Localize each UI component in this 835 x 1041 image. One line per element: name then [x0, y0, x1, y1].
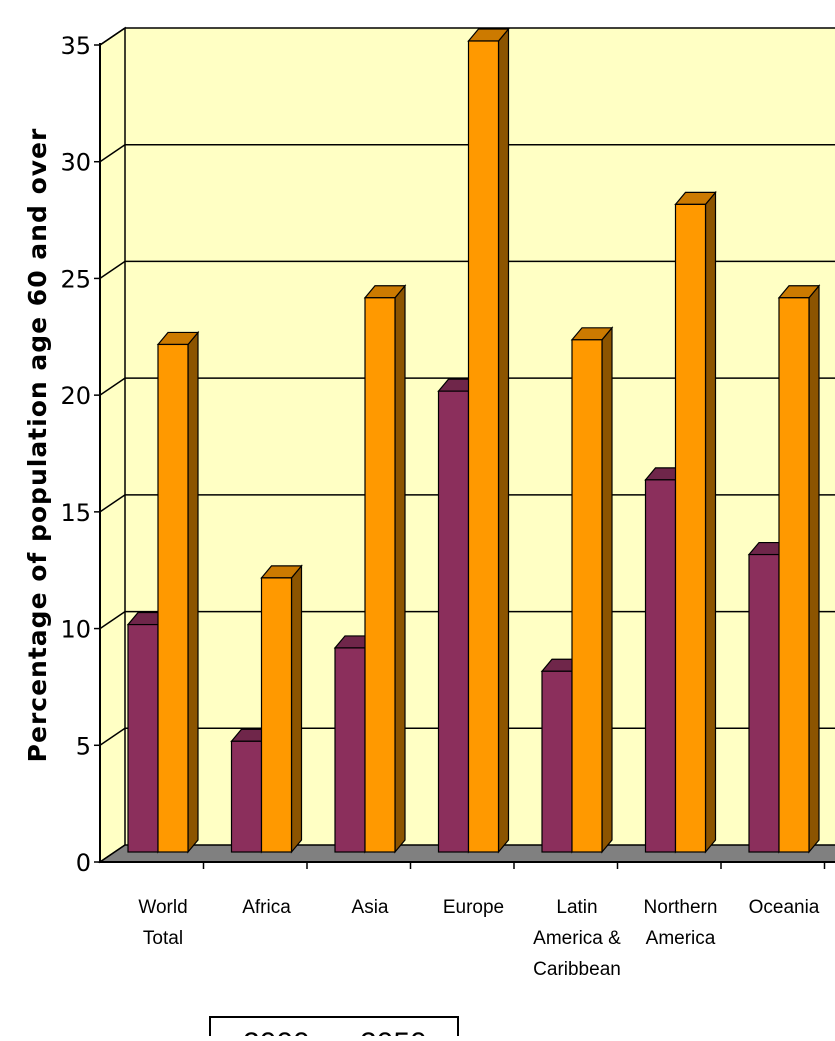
x-category-labels: World Total Africa Asia Europe Latin America &… — [138, 897, 819, 980]
gridline-side — [99, 377, 126, 396]
x-category-label: World — [138, 897, 187, 918]
legend: 2000 2050 — [209, 1016, 459, 1041]
bar-2000 — [127, 623, 159, 853]
x-category-label: Asia — [352, 897, 389, 918]
bar-2050 — [467, 40, 500, 853]
bar-2050 — [157, 343, 189, 853]
bar-side — [394, 284, 406, 854]
x-category-label: Caribbean — [533, 959, 621, 980]
bar-side — [601, 326, 613, 854]
gridline-side — [99, 610, 126, 630]
gridline-side — [99, 260, 126, 280]
bar-side — [497, 27, 510, 854]
bar-2050 — [674, 203, 707, 853]
y-tick-label: 0 — [76, 849, 91, 877]
bar-side — [704, 190, 717, 854]
gridline-side — [99, 144, 126, 163]
y-tick-label: 10 — [60, 616, 91, 644]
gridline-side — [99, 27, 126, 46]
y-tick-label: 5 — [76, 732, 91, 760]
x-category-label: Oceania — [749, 897, 820, 918]
legend-label-2000: 2000 — [243, 1027, 310, 1036]
x-category-label: Latin — [556, 897, 597, 918]
y-tick-label: 30 — [60, 149, 91, 177]
y-tick-label: 20 — [60, 382, 91, 410]
y-tick-label: 15 — [60, 499, 91, 527]
y-tick-labels: 0 5 10 15 20 25 30 35 — [60, 32, 91, 877]
bar-2000 — [437, 390, 470, 853]
bar-side — [187, 330, 199, 854]
bar-2000 — [644, 479, 677, 853]
x-category-label: Europe — [443, 897, 504, 918]
gridline-side — [99, 494, 126, 513]
x-category-label: Northern — [644, 897, 718, 918]
bar-side — [808, 284, 820, 854]
bar-2000 — [230, 740, 263, 853]
gridline-side — [99, 727, 126, 746]
axes — [94, 43, 835, 869]
bar-2050 — [364, 297, 396, 853]
bar-2050 — [260, 577, 293, 853]
y-tick-label: 35 — [60, 32, 91, 60]
bar-2000 — [748, 553, 780, 853]
bar-side — [290, 564, 303, 854]
x-category-label: Africa — [242, 897, 291, 918]
x-category-label: Total — [143, 928, 183, 949]
bar-2000 — [541, 670, 573, 853]
x-category-label: America & — [533, 928, 621, 949]
x-category-label: America — [646, 928, 716, 949]
y-tick-label: 25 — [60, 265, 91, 293]
y-axis-label: Percentage of population age 60 and over — [23, 128, 52, 763]
bar-2050 — [778, 297, 810, 853]
bars — [126, 27, 821, 854]
bar-2050 — [571, 339, 603, 853]
bar-2000 — [334, 647, 366, 853]
legend-label-2050: 2050 — [360, 1027, 427, 1036]
